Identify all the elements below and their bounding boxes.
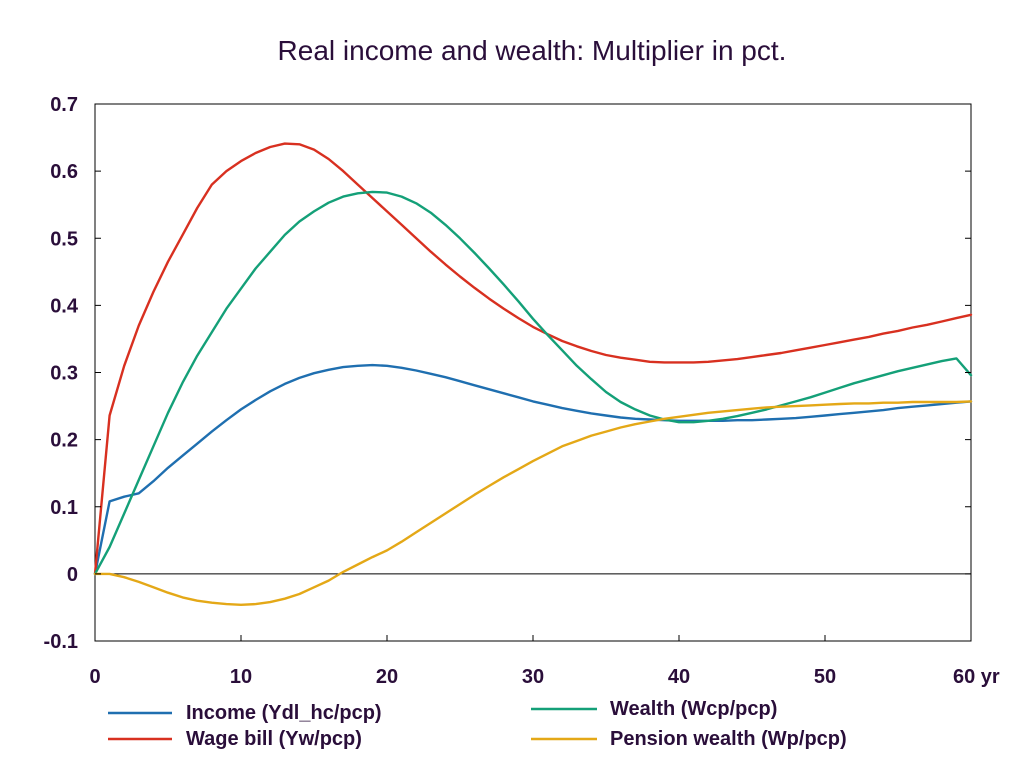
chart-title: Real income and wealth: Multiplier in pc… xyxy=(278,35,787,66)
y-tick-label: 0 xyxy=(67,564,78,586)
legend-label-2: Wealth (Wcp/pcp) xyxy=(610,698,777,720)
y-tick-label: -0.1 xyxy=(44,631,78,653)
y-tick-label: 0.5 xyxy=(50,228,78,250)
plot-area-border xyxy=(94,103,972,642)
series-line-2 xyxy=(93,190,973,576)
ticks-layer: -0.1 0 0.1 0.2 0.3 0.4 0.5 0.6 0.7 0 10 20 30 40 50 60 … xyxy=(44,94,1000,688)
x-tick-label: 60 yr xyxy=(953,666,1000,688)
y-tick-label: 0.6 xyxy=(50,161,78,183)
x-tick-label: 20 xyxy=(376,666,398,688)
x-tick-label: 10 xyxy=(230,666,252,688)
y-tick-label: 0.7 xyxy=(50,94,78,116)
series-line-3 xyxy=(93,400,973,606)
legend: Income (Ydl_hc/pcp) Wealth (Wcp/pcp) Wage … xyxy=(108,698,847,750)
x-tick-label: 30 xyxy=(522,666,544,688)
x-tick-label: 50 xyxy=(814,666,836,688)
y-tick-label: 0.3 xyxy=(50,363,78,385)
legend-label-1: Wage bill (Yw/pcp) xyxy=(186,728,362,750)
series-line-0 xyxy=(93,363,973,576)
y-tick-label: 0.4 xyxy=(50,295,79,317)
legend-label-3: Pension wealth (Wp/pcp) xyxy=(610,728,847,750)
plot-frame xyxy=(94,103,972,642)
series-layer xyxy=(93,142,973,606)
y-tick-label: 0.2 xyxy=(50,430,78,452)
x-tick-label: 0 xyxy=(89,666,100,688)
x-tick-label: 40 xyxy=(668,666,690,688)
legend-label-0: Income (Ydl_hc/pcp) xyxy=(186,702,382,724)
series-line-1 xyxy=(93,142,973,576)
y-tick-label: 0.1 xyxy=(50,497,78,519)
